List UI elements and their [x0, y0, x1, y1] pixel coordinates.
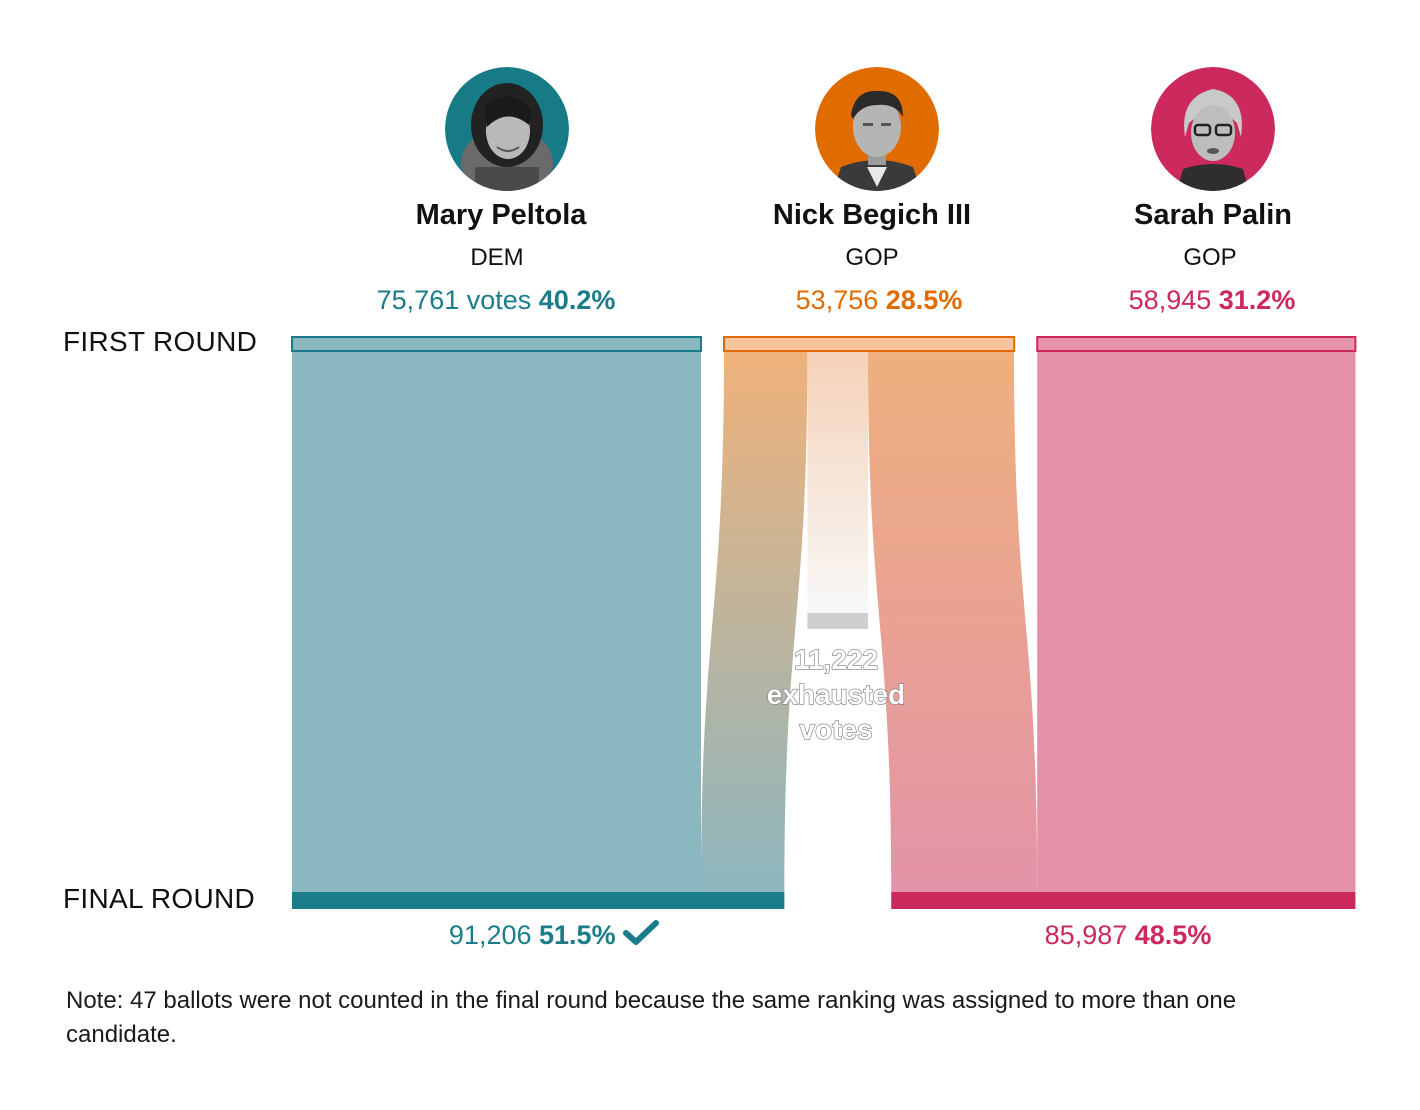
votes-pct: 28.5%	[885, 285, 963, 315]
peltola-portrait-icon	[445, 67, 569, 191]
exhausted-votes-bar	[807, 613, 868, 629]
final-round-bar	[292, 892, 785, 909]
candidate-party-peltola: DEM	[470, 244, 524, 271]
flow-begich-to-peltola	[701, 351, 808, 892]
flow-peltola-to-peltola	[292, 351, 701, 892]
final-votes-palin: 85,987 48.5%	[928, 920, 1328, 951]
ranked-choice-flow-chart	[291, 336, 1357, 909]
exhausted-count: 11,222	[793, 643, 879, 675]
checkmark-icon	[623, 920, 660, 945]
first-round-votes-begich: 53,756 28.5%	[689, 285, 1069, 316]
exhausted-word: exhausted	[766, 678, 906, 710]
first-round-votes-peltola: 75,761 votes 40.2%	[306, 285, 686, 316]
footnote: Note: 47 ballots were not counted in the…	[66, 987, 1237, 1048]
first-round-bar	[723, 336, 1016, 352]
votes-count: 53,756	[795, 285, 879, 315]
begich-portrait-icon	[815, 67, 939, 191]
final-round-label: FINAL ROUND	[63, 883, 256, 914]
first-round-bar	[291, 336, 702, 352]
final-votes-count: 91,206	[448, 920, 532, 950]
candidate-party-palin: GOP	[1183, 244, 1237, 271]
first-round-bar	[1036, 336, 1357, 352]
first-round-label: FIRST ROUND	[63, 326, 258, 357]
flow-palin-to-palin	[1037, 351, 1356, 892]
palin-portrait-icon	[1151, 67, 1275, 191]
exhausted-votes-word: votes	[799, 713, 873, 745]
votes-count: 58,945	[1128, 285, 1212, 315]
final-votes-pct: 48.5%	[1134, 920, 1212, 950]
final-votes-count: 85,987	[1044, 920, 1128, 950]
final-votes-pct: 51.5%	[539, 920, 616, 950]
votes-pct: 31.2%	[1218, 285, 1296, 315]
final-round-bar	[891, 892, 1356, 909]
candidate-name-peltola: Mary Peltola	[415, 199, 587, 231]
flow-begich-to-exhausted	[807, 351, 868, 613]
exhausted-votes-label: 11,222 exhausted votes	[736, 642, 936, 747]
final-votes-peltola: 91,206 51.5%	[354, 920, 754, 951]
votes-pct: 40.2%	[538, 285, 616, 315]
votes-count: 75,761 votes	[376, 285, 532, 315]
first-round-votes-palin: 58,945 31.2%	[1022, 285, 1402, 316]
candidate-name-palin: Sarah Palin	[1134, 199, 1292, 231]
candidate-party-begich: GOP	[845, 244, 899, 271]
flow-begich-to-palin	[867, 351, 1038, 892]
candidate-name-begich: Nick Begich III	[772, 199, 972, 231]
